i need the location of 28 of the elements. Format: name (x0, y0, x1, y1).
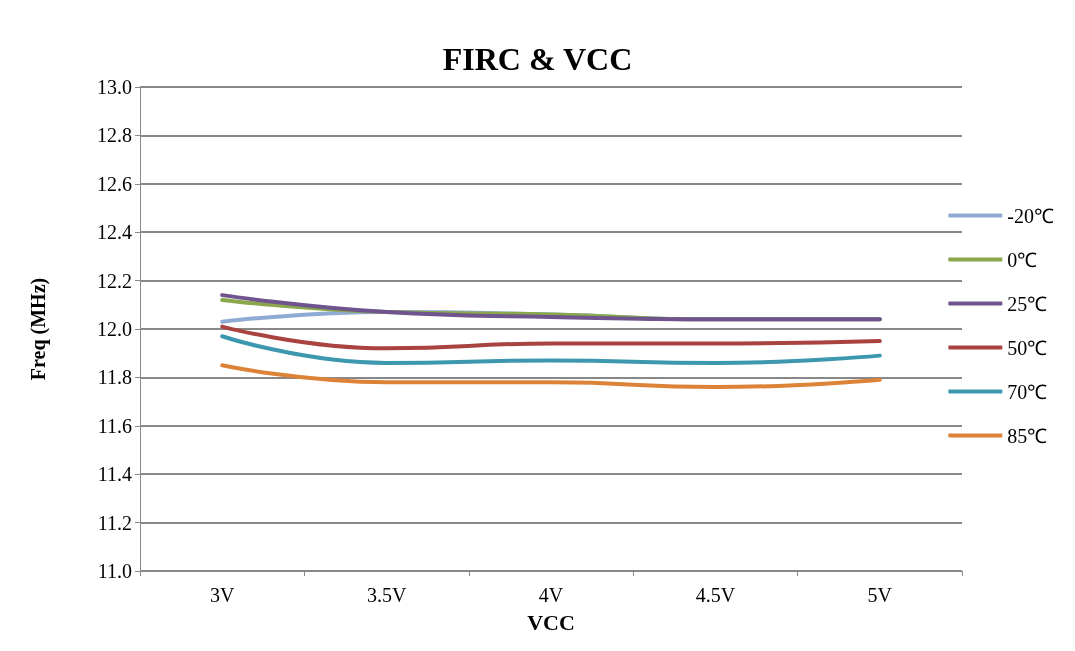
y-tick-label: 12.0 (97, 318, 132, 340)
chart-title: FIRC & VCC (442, 41, 633, 77)
y-tick-label: 12.6 (97, 172, 132, 195)
legend-label: 0℃ (1007, 248, 1038, 271)
y-tick-label: 11.2 (97, 511, 132, 534)
y-tick-label: 12.8 (97, 124, 132, 147)
y-tick-label: 13.0 (97, 76, 132, 98)
x-tick-label: 4V (538, 584, 564, 606)
line-series (220, 334, 882, 365)
legend-label: 50℃ (1007, 336, 1048, 359)
y-tick-label: 11.4 (97, 463, 132, 486)
y-tick-label: 11.8 (97, 366, 132, 389)
line-series (220, 324, 882, 351)
x-tick-label: 3.5V (366, 584, 407, 606)
legend-label: -20℃ (1007, 204, 1055, 227)
x-tick-label: 5V (867, 584, 893, 606)
x-tick-label: 4.5V (695, 584, 736, 606)
x-axis-title: VCC (527, 609, 575, 635)
y-tick-label: 12.4 (97, 221, 132, 244)
legend-label: 70℃ (1007, 380, 1048, 403)
y-tick-label: 12.2 (97, 269, 132, 292)
y-tick-label: 11.0 (97, 560, 132, 582)
y-axis-title: Freq (MHz) (27, 277, 50, 381)
y-tick-label: 11.6 (97, 414, 132, 437)
x-tick-label: 3V (209, 584, 235, 606)
legend-label: 85℃ (1007, 424, 1048, 447)
legend-label: 25℃ (1007, 292, 1048, 315)
line-series (220, 363, 882, 390)
